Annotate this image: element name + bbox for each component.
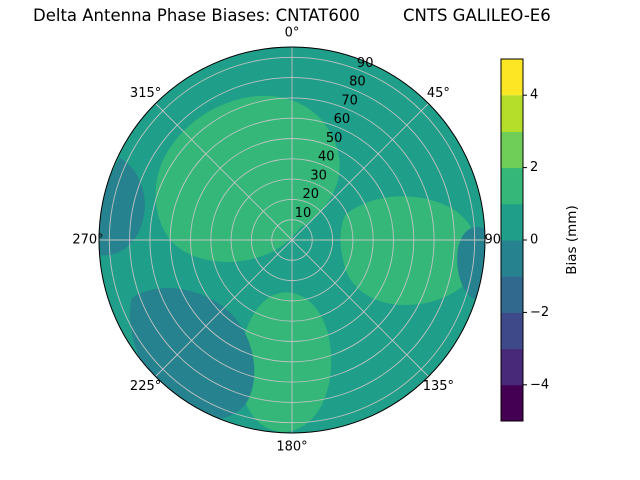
colorbar-axis-label: Bias (mm) (564, 205, 580, 274)
azimuth-tick-label-180: 180° (276, 440, 307, 455)
polar-grid-spokes (99, 47, 485, 433)
radial-tick-label: 10 (295, 206, 312, 221)
radial-tick-label: 50 (326, 131, 343, 146)
colorbar-band (501, 95, 523, 132)
contour-band-high-south (239, 292, 332, 432)
contour-band-high-northwest (155, 95, 340, 262)
colorbar-band (501, 348, 523, 386)
colorbar-tick-label: −4 (530, 377, 549, 392)
colorbar: 4 2 0 −2 −4 Bias (mm) (500, 58, 580, 422)
azimuth-tick-labels: 0° 45° 90° 135° 180° 225° 270° 315° (72, 26, 507, 455)
azimuth-tick-label-315: 315° (130, 86, 161, 101)
colorbar-band (501, 384, 523, 422)
colorbar-band (501, 240, 523, 277)
radial-tick-label: 40 (318, 150, 335, 165)
colorbar-tick-labels: 4 2 0 −2 −4 (530, 88, 549, 393)
radial-tick-label: 80 (349, 75, 366, 90)
colorbar-tick-label: 2 (530, 160, 538, 175)
radial-tick-labels: 10 20 30 40 50 60 70 80 90 (295, 56, 374, 221)
azimuth-tick-label-135: 135° (423, 379, 454, 394)
colorbar-band (501, 131, 523, 169)
radial-tick-label: 20 (303, 187, 320, 202)
chart-title-left: Delta Antenna Phase Biases: CNTAT600 (33, 6, 360, 25)
colorbar-tick-label: 0 (530, 233, 538, 248)
azimuth-tick-label-225: 225° (130, 379, 161, 394)
chart-title-right: CNTS GALILEO-E6 (403, 6, 551, 25)
contour-band-low-east-edge (457, 226, 485, 300)
colorbar-band (501, 276, 523, 313)
radial-tick-label: 70 (341, 93, 358, 108)
colorbar-band (501, 312, 523, 350)
colorbar-tick-label: −2 (530, 305, 549, 320)
azimuth-tick-label-45: 45° (427, 86, 450, 101)
radial-tick-label: 90 (357, 56, 374, 71)
colorbar-band (501, 167, 523, 205)
radial-tick-label: 30 (310, 168, 327, 183)
contour-band-high-east (340, 196, 479, 305)
azimuth-tick-label-0: 0° (285, 26, 300, 41)
colorbar-tick-marks (523, 94, 527, 386)
colorbar-band (501, 203, 523, 241)
polar-axes-spine (98, 46, 486, 434)
colorbar-band (501, 59, 523, 96)
contour-band-low-west-edge (99, 158, 145, 256)
colorbar-bands (501, 59, 523, 422)
azimuth-tick-label-270: 270° (72, 233, 103, 248)
radial-tick-label: 60 (334, 112, 351, 127)
colorbar-tick-label: 4 (530, 88, 538, 103)
